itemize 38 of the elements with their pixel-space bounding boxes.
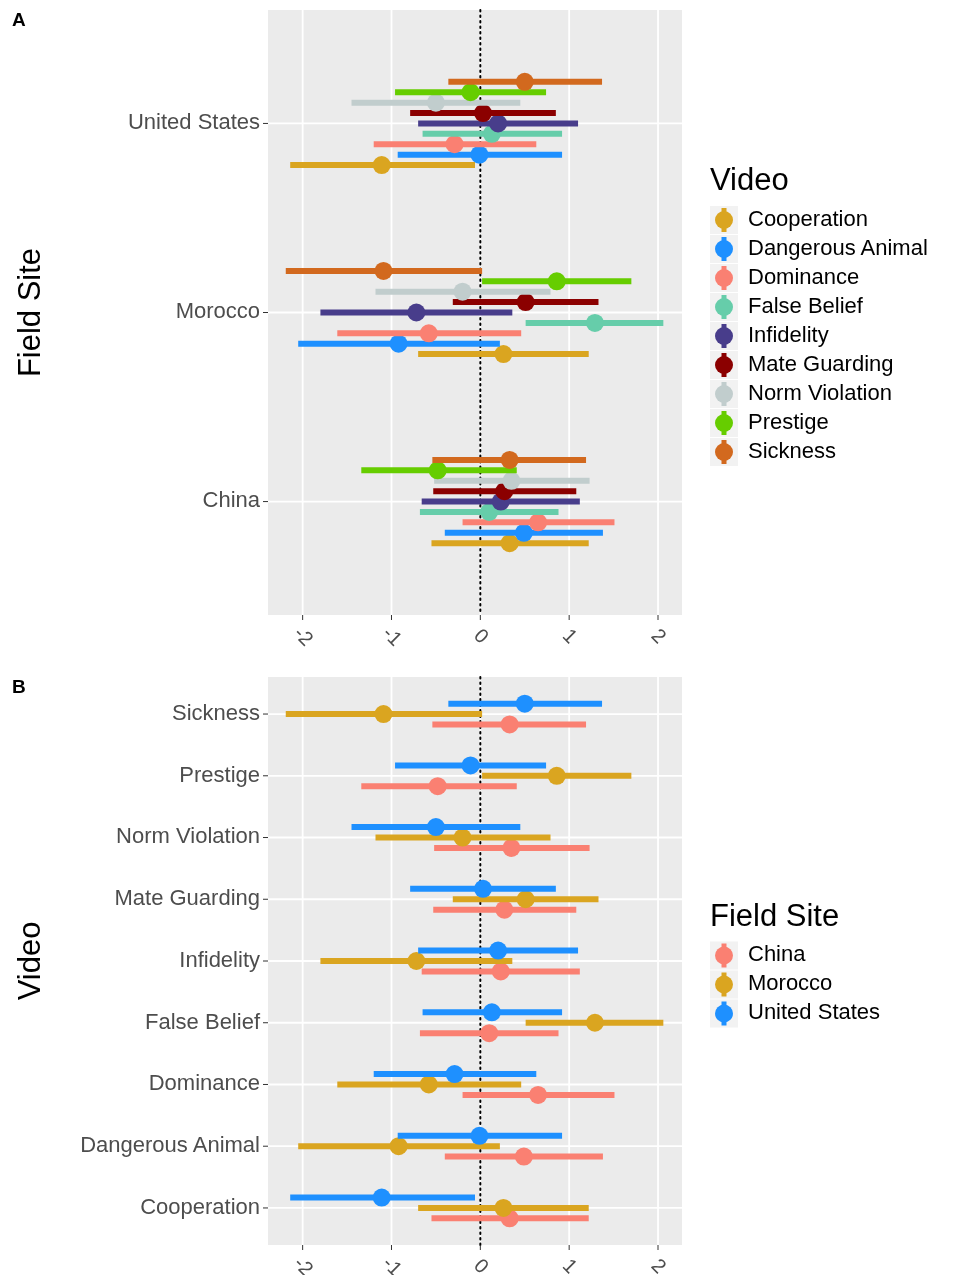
y-tick-label: Dominance [148,1070,260,1096]
legend-label: Sickness [748,437,837,463]
y-tick-label: Norm Violation [116,823,260,849]
x-tick-label: -2 [289,621,318,650]
y-axis-title: Field Site [12,247,47,378]
y-tick-label: United States [127,109,260,135]
y-tick-label: Dangerous Animal [80,1132,260,1158]
legend-label: United States [748,999,881,1025]
x-tick-label: 2 [647,624,671,648]
y-axis-title: Video [12,921,47,1001]
legend-label: Dangerous Animal [748,234,928,260]
y-tick-label: Prestige [179,761,260,787]
legend-label: Cooperation [748,205,868,231]
y-tick-label: China [202,487,261,513]
legend-label: Prestige [748,408,829,434]
x-tick-label: 0 [469,624,494,648]
y-tick-label: Sickness [171,699,260,725]
legend-title: Field Site [710,897,840,933]
y-tick-label: Infidelity [179,946,260,972]
legend-label: Morocco [748,970,833,996]
x-tick-label: 0 [469,1254,494,1275]
y-tick-label: False Belief [145,1008,261,1034]
legend-label: Mate Guarding [748,350,894,376]
x-tick-label: -1 [378,621,407,650]
x-tick-label: 2 [647,1254,671,1275]
legend-label: China [748,941,807,967]
text: A [12,9,26,30]
legend-label: Infidelity [748,321,829,347]
x-tick-label: 1 [558,1254,583,1275]
y-tick-label: Morocco [175,298,260,324]
legend-label: Norm Violation [748,379,892,405]
y-tick-label: Cooperation [140,1193,260,1219]
text: B [12,676,26,697]
legend-label: Dominance [748,263,860,289]
y-tick-label: Mate Guarding [114,885,260,911]
legend-label: False Belief [748,292,864,318]
legend-title: Video [710,162,789,197]
x-tick-label: 1 [558,624,583,648]
